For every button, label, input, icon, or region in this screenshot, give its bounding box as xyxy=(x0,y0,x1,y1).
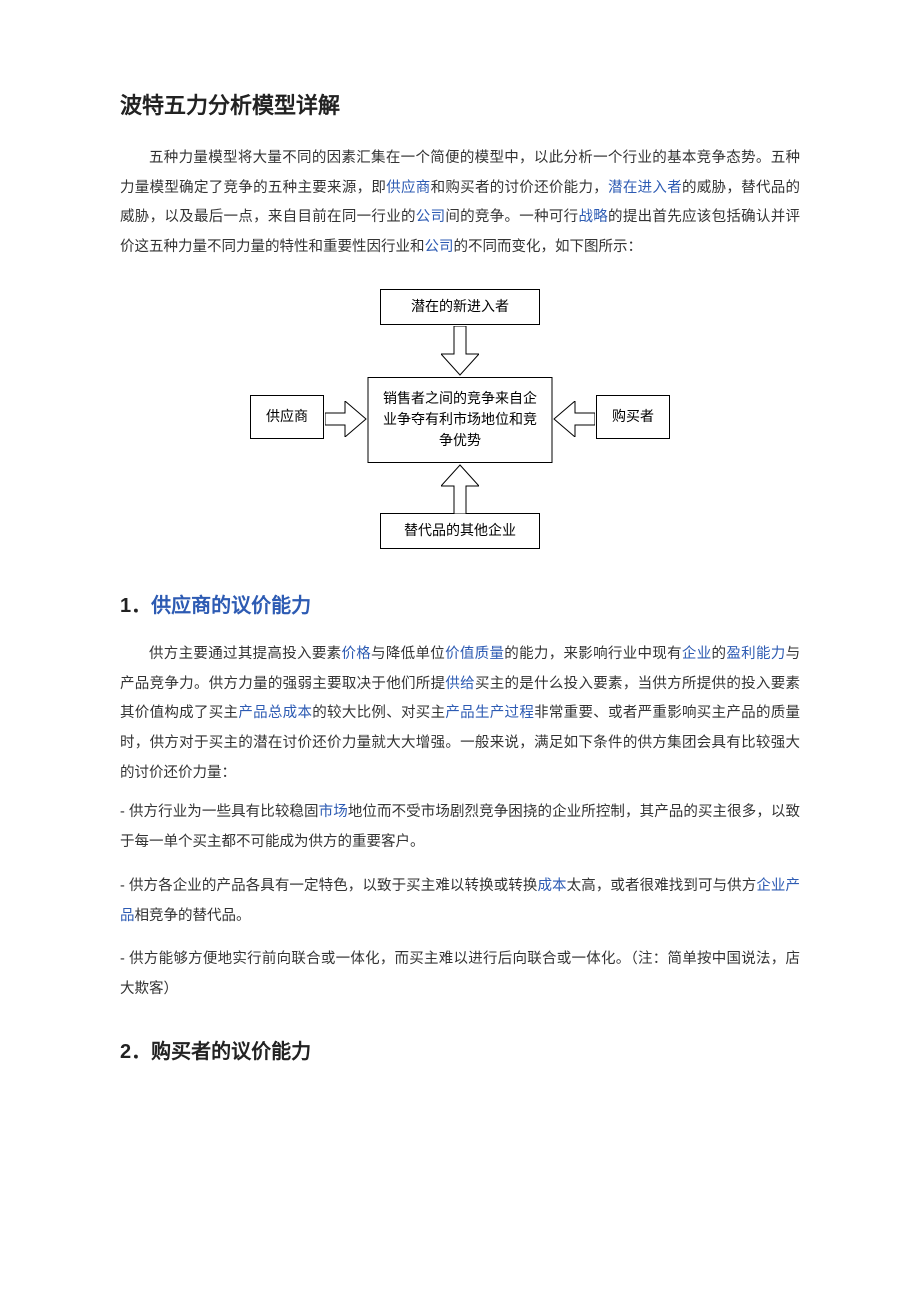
text-run: 间的竞争。一种可行 xyxy=(445,209,578,225)
arrow-up-icon xyxy=(441,464,479,514)
text-run: 与降低单位 xyxy=(371,646,445,662)
diagram-node-top: 潜在的新进入者 xyxy=(380,289,540,325)
inline-link[interactable]: 战略 xyxy=(578,209,608,225)
inline-link[interactable]: 盈利能力 xyxy=(726,646,785,662)
section-1-title-link[interactable]: 供应商的议价能力 xyxy=(151,595,311,617)
section-1-paragraph: 供方主要通过其提高投入要素价格与降低单位价值质量的能力，来影响行业中现有企业的盈… xyxy=(120,640,800,789)
section-1-bullet-1: - 供方行业为一些具有比较稳固市场地位而不受市场剧烈竞争困挠的企业所控制，其产品… xyxy=(120,798,800,857)
section-2-number: 2． xyxy=(120,1041,151,1063)
section-1-number: 1． xyxy=(120,595,151,617)
text-run: 相竞争的替代品。 xyxy=(135,908,251,924)
inline-link[interactable]: 公司 xyxy=(416,209,446,225)
diagram-node-bottom: 替代品的其他企业 xyxy=(380,513,540,549)
section-2-heading: 2．购买者的议价能力 xyxy=(120,1035,800,1064)
text-run: - 供方行业为一些具有比较稳固 xyxy=(120,804,319,820)
arrow-down-icon xyxy=(441,326,479,376)
section-2-title: 购买者的议价能力 xyxy=(151,1041,311,1063)
text-run: 的较大比例、对买主 xyxy=(312,705,445,721)
text-run: 的不同而变化，如下图所示： xyxy=(454,239,643,255)
inline-link[interactable]: 供给 xyxy=(445,676,475,692)
inline-link[interactable]: 产品总成本 xyxy=(238,705,312,721)
text-run: 的能力，来影响行业中现有 xyxy=(504,646,682,662)
document-page: 波特五力分析模型详解 五种力量模型将大量不同的因素汇集在一个简便的模型中，以此分… xyxy=(0,0,920,1302)
page-title: 波特五力分析模型详解 xyxy=(120,88,800,120)
intro-paragraph: 五种力量模型将大量不同的因素汇集在一个简便的模型中，以此分析一个行业的基本竞争态… xyxy=(120,144,800,263)
section-1-bullet-2: - 供方各企业的产品各具有一定特色，以致于买主难以转换或转换成本太高，或者很难找… xyxy=(120,872,800,931)
inline-link[interactable]: 公司 xyxy=(425,239,454,255)
inline-link[interactable]: 企业 xyxy=(682,646,712,662)
inline-link[interactable]: 潜在进入者 xyxy=(608,180,682,196)
inline-link[interactable]: 市场 xyxy=(319,804,348,820)
diagram-node-right: 购买者 xyxy=(596,395,670,439)
inline-link[interactable]: 成本 xyxy=(537,878,566,894)
text-run: 太高，或者很难找到可与供方 xyxy=(567,878,757,894)
text-run: 供方主要通过其提高投入要素 xyxy=(149,646,341,662)
section-1-heading: 1．供应商的议价能力 xyxy=(120,589,800,618)
inline-link[interactable]: 价值质量 xyxy=(445,646,504,662)
text-run: - 供方能够方便地实行前向联合或一体化，而买主难以进行后向联合或一体化。（注：简… xyxy=(120,951,800,997)
diagram-container: 潜在的新进入者 供应商 销售者之间的竞争来自企业争夺有利市场地位和竞争优势 购买… xyxy=(120,289,800,549)
diagram-node-left: 供应商 xyxy=(250,395,324,439)
inline-link[interactable]: 供应商 xyxy=(386,180,430,196)
text-run: 的 xyxy=(712,646,727,662)
inline-link[interactable]: 价格 xyxy=(341,646,371,662)
section-1-bullet-3: - 供方能够方便地实行前向联合或一体化，而买主难以进行后向联合或一体化。（注：简… xyxy=(120,945,800,1004)
arrow-left-icon xyxy=(553,401,595,437)
inline-link[interactable]: 产品生产过程 xyxy=(445,705,534,721)
text-run: - 供方各企业的产品各具有一定特色，以致于买主难以转换或转换 xyxy=(120,878,537,894)
arrow-right-icon xyxy=(325,401,367,437)
text-run: 和购买者的讨价还价能力， xyxy=(431,180,608,196)
diagram-node-center: 销售者之间的竞争来自企业争夺有利市场地位和竞争优势 xyxy=(368,377,553,463)
five-forces-diagram: 潜在的新进入者 供应商 销售者之间的竞争来自企业争夺有利市场地位和竞争优势 购买… xyxy=(250,289,670,549)
